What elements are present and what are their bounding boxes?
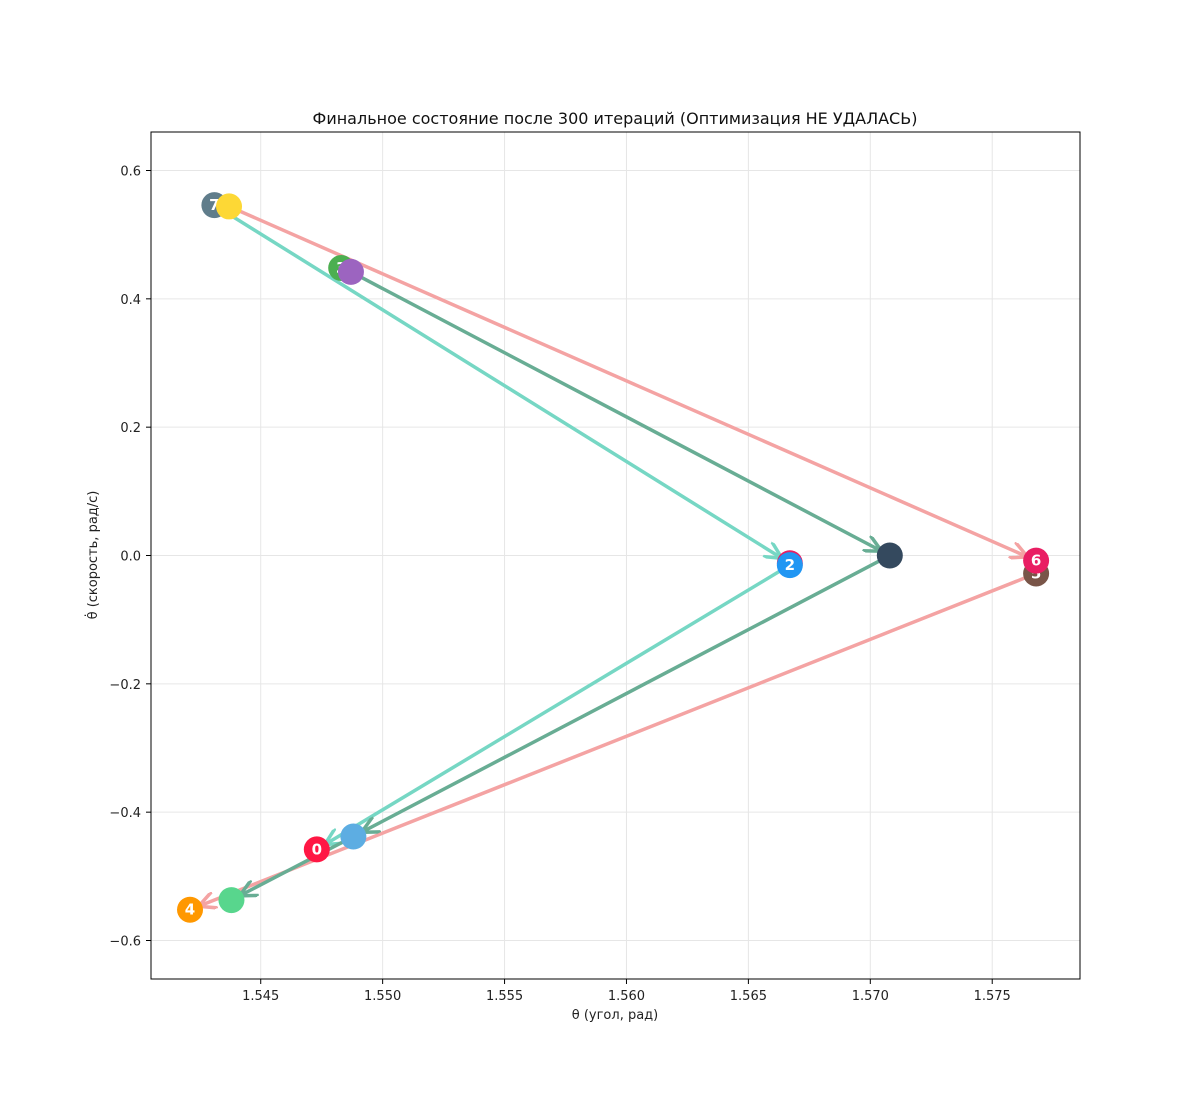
data-point-label: 4 [185,901,195,919]
data-point [218,887,245,914]
y-tick-label: 0.2 [120,421,141,436]
y-tick-label: 0.0 [120,550,141,565]
trajectory-arrow [238,209,1026,556]
data-point [177,896,204,923]
x-tick-label: 1.565 [730,989,767,1004]
data-point-label: 2 [785,556,795,574]
data-point-label: 7 [209,196,219,214]
data-point [337,258,364,285]
data-point [1023,547,1050,574]
x-tick-label: 1.555 [486,989,523,1004]
y-tick-label: −0.6 [109,935,141,950]
trajectory-arrow [363,559,881,831]
x-tick-label: 1.550 [364,989,401,1004]
data-point [876,542,903,569]
trajectory-arrow [359,275,881,550]
x-tick-label: 1.560 [608,989,645,1004]
y-tick-label: 0.6 [120,165,141,180]
data-point [303,836,330,863]
y-axis-label: θ̇ (скорость, рад/с) [85,491,101,620]
y-axis-ticks: 0.6 0.4 0.2 0.0 −0.2 −0.4 −0.6 [109,165,151,950]
x-tick-label: 1.575 [974,989,1011,1004]
trajectory-arrow [326,569,782,843]
data-point-label: 6 [1031,552,1041,570]
x-axis-label: θ (угол, рад) [572,1008,659,1023]
y-tick-label: −0.2 [109,678,141,693]
x-axis-ticks: 1.545 1.550 1.555 1.560 1.565 1.570 1.575 [242,979,1011,1004]
trajectory-arrow [200,576,1027,906]
data-point [340,823,367,850]
y-tick-label: 0.4 [120,293,141,308]
trajectory-arrow [222,209,781,557]
trajectories [200,209,1036,906]
data-point-label: 0 [312,840,322,858]
x-tick-label: 1.570 [852,989,889,1004]
grid [151,132,1080,979]
data-point [776,552,803,579]
x-tick-label: 1.545 [242,989,279,1004]
y-tick-label: −0.4 [109,806,141,821]
data-point [216,193,243,220]
chart-title: Финальное состояние после 300 итераций (… [313,109,918,128]
points: 0523467 [177,192,1050,923]
